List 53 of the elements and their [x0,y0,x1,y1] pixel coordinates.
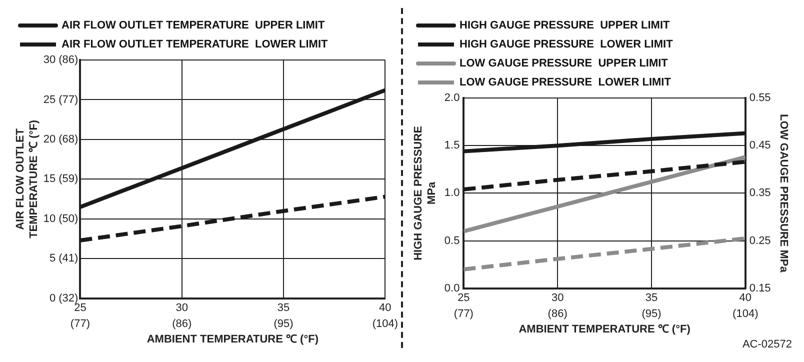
y2-tick-label: (32) [58,292,78,304]
y2-tick-label: (50) [58,212,78,225]
y-tick-label: 0.5 [444,234,460,247]
y-tick-label: 1.0 [444,187,460,200]
x-tick-label: 25 [458,292,470,304]
x2-tick-label: (95) [274,318,294,330]
x-tick-label: 30 [176,302,188,314]
line-series [464,236,746,272]
legend-label: HIGH GAUGE PRESSURE UPPER LIMIT [460,20,670,32]
x2-tick-label: (86) [172,318,192,330]
y-tick-label: 20 [43,134,56,146]
legend-label: LOW GAUGE PRESSURE UPPER LIMIT [460,58,668,70]
y2-tick-label: (68) [58,134,78,146]
y-tick-label: 2.0 [444,92,460,104]
x2-tick-label: (104) [372,318,398,330]
y2-tick-label: 0.25 [749,234,771,247]
y2-tick-label: 0.55 [749,92,771,104]
y-tick-label: 1.5 [444,140,460,152]
legend-label: AIR FLOW OUTLET TEMPERATURE LOWER LIMIT [62,38,328,51]
y-axis-title: AIR FLOW OUTLET TEMPERATURE ℃ (°F) [14,120,40,238]
legend-label: HIGH GAUGE PRESSURE LOWER LIMIT [460,38,674,51]
y-tick-label: 10 [43,212,56,225]
x-axis-title: AMBIENT TEMPERATURE ℃ (°F) [518,323,691,336]
y2-tick-label: (59) [58,173,78,186]
y-tick-label: 30 [43,54,56,66]
y-tick-label: 0 [50,292,56,304]
x-tick-label: 35 [645,292,658,304]
y2-tick-label: (86) [58,54,78,66]
y-tick-label: 25 [43,94,56,106]
y2-axis-title: LOW GAUGE PRESSURE MPa [777,114,790,274]
y-tick-label: 5 [50,252,56,265]
y-axis-title: HIGH GAUGE PRESSURE MPa [412,126,438,260]
y2-tick-label: (77) [58,94,78,106]
x2-tick-label: (86) [548,308,568,320]
y2-tick-label: 0.45 [749,140,771,152]
y-tick-label: 15 [43,173,56,186]
x-tick-label: 35 [277,302,290,314]
x-tick-label: 25 [74,302,86,314]
legend-label: LOW GAUGE PRESSURE LOWER LIMIT [460,76,672,89]
legend-label: AIR FLOW OUTLET TEMPERATURE UPPER LIMIT [62,20,325,32]
y-tick-label: 0.0 [444,282,460,294]
x-axis-title: AMBIENT TEMPERATURE ℃ (°F) [146,333,319,346]
y2-tick-label: (41) [58,252,78,265]
text: AC-02572 [742,338,792,351]
x2-tick-label: (104) [732,308,758,320]
x2-tick-label: (77) [70,318,90,330]
x2-tick-label: (77) [454,308,474,320]
x-tick-label: 40 [379,302,392,314]
y2-tick-label: 0.35 [749,187,771,200]
x2-tick-label: (95) [642,308,662,320]
x-tick-label: 30 [551,292,564,304]
x-tick-label: 40 [739,292,752,304]
y2-tick-label: 0.15 [749,282,771,294]
